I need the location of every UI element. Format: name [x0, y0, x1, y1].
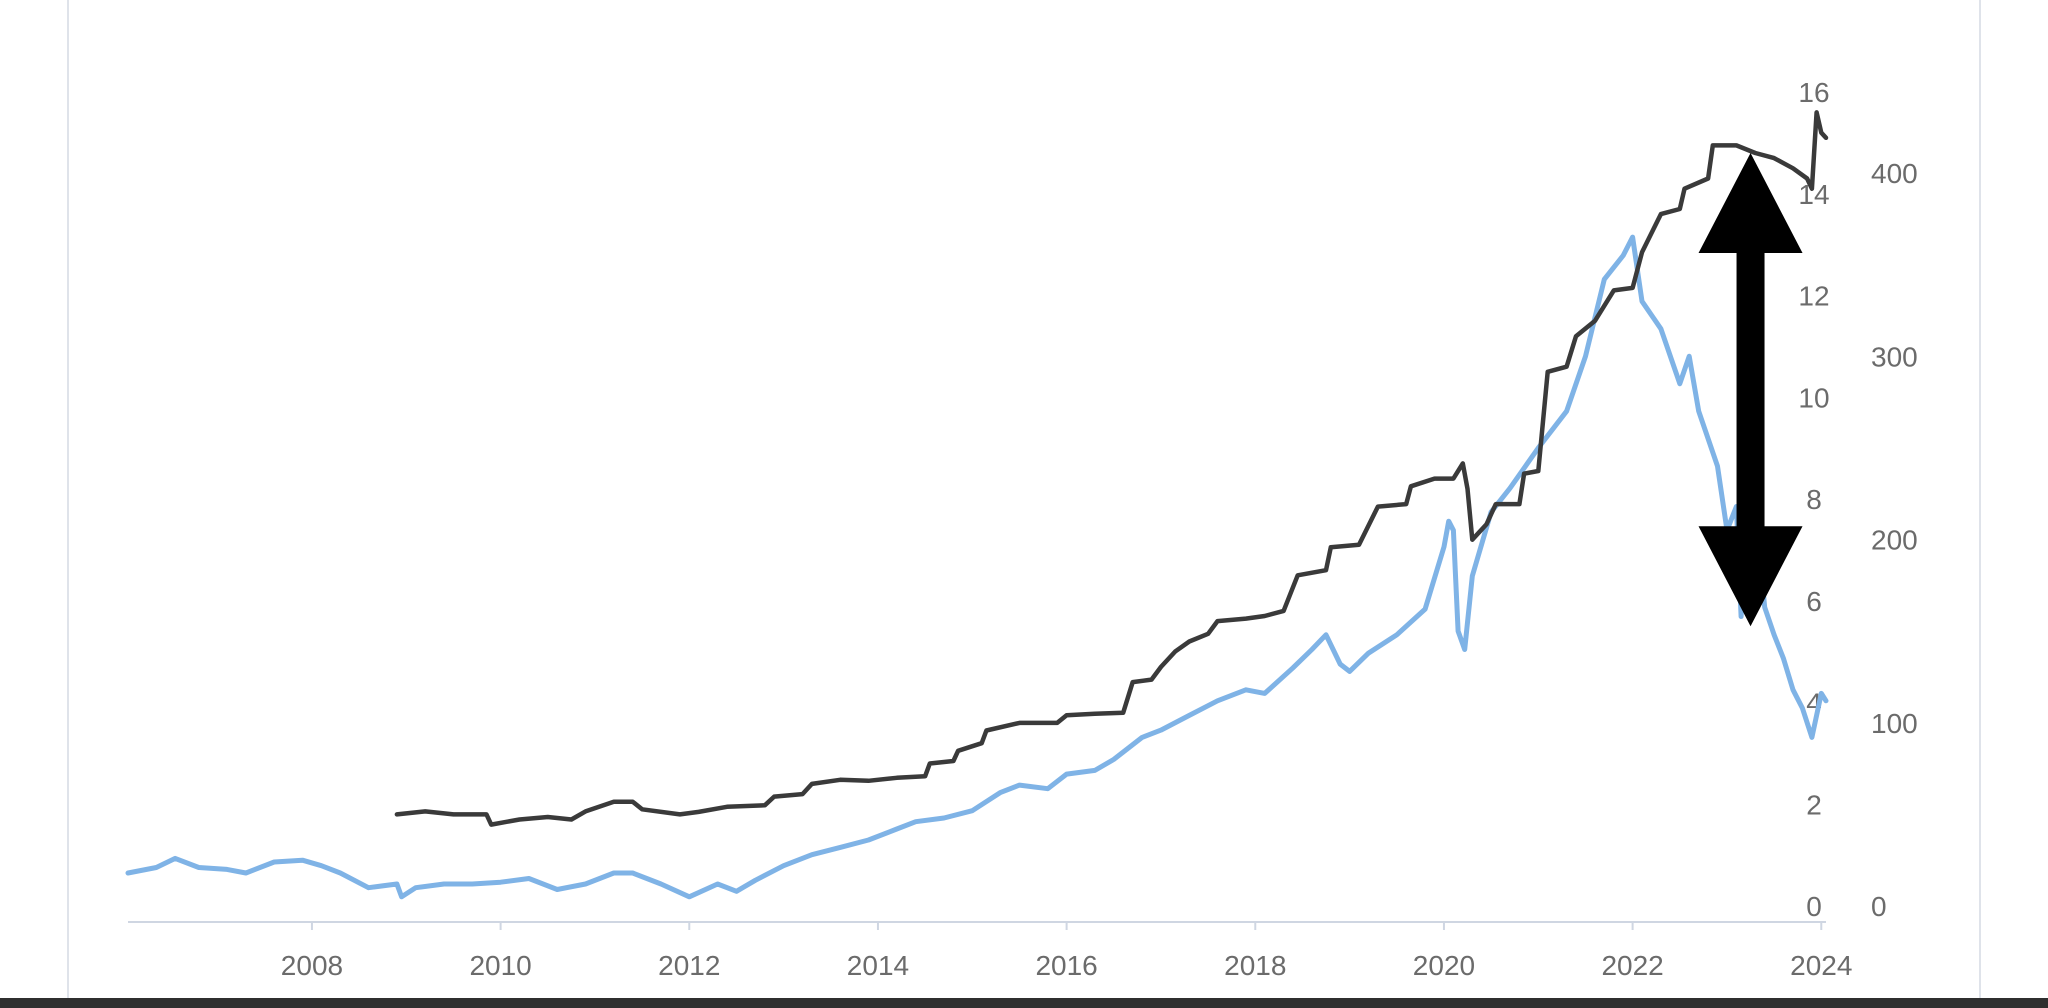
series-layer — [125, 110, 1829, 900]
x-tick-label: 2016 — [1035, 950, 1097, 981]
y-inner-tick-label: 2 — [1806, 789, 1822, 820]
y-outer-tick-label: 400 — [1871, 158, 1918, 189]
y-outer-tick-label: 300 — [1871, 341, 1918, 372]
y-inner-tick-label: 10 — [1798, 382, 1829, 413]
bottom-bar — [0, 998, 2048, 1008]
frame-right-border — [1979, 0, 1981, 1000]
series-line-dark — [394, 110, 1829, 827]
x-tick-label: 2018 — [1224, 950, 1286, 981]
annotation-layer — [1698, 153, 1803, 627]
x-tick-label: 2020 — [1413, 950, 1475, 981]
x-tick-label: 2014 — [847, 950, 909, 981]
y-inner-tick-label: 8 — [1806, 484, 1822, 515]
x-tick-label: 2022 — [1601, 950, 1663, 981]
y-inner-tick-label: 0 — [1806, 891, 1822, 922]
y-outer-tick-label: 200 — [1871, 525, 1918, 556]
x-tick-label: 2008 — [281, 950, 343, 981]
double-arrow-annotation — [1698, 153, 1803, 627]
series-line-light-blue — [125, 234, 1829, 900]
x-tick-label: 2010 — [469, 950, 531, 981]
x-tick-label: 2012 — [658, 950, 720, 981]
y-outer-tick-label: 0 — [1871, 891, 1887, 922]
y-inner-tick-label: 12 — [1798, 281, 1829, 312]
frame-left-border — [67, 0, 69, 1000]
y-inner-tick-label: 6 — [1806, 586, 1822, 617]
y-inner-tick-label: 16 — [1798, 77, 1829, 108]
axes: 2008 2010 2012 2014 2016 2018 2020 2022 20240246… — [128, 77, 1918, 981]
x-tick-label: 2024 — [1790, 950, 1852, 981]
y-outer-tick-label: 100 — [1871, 708, 1918, 739]
